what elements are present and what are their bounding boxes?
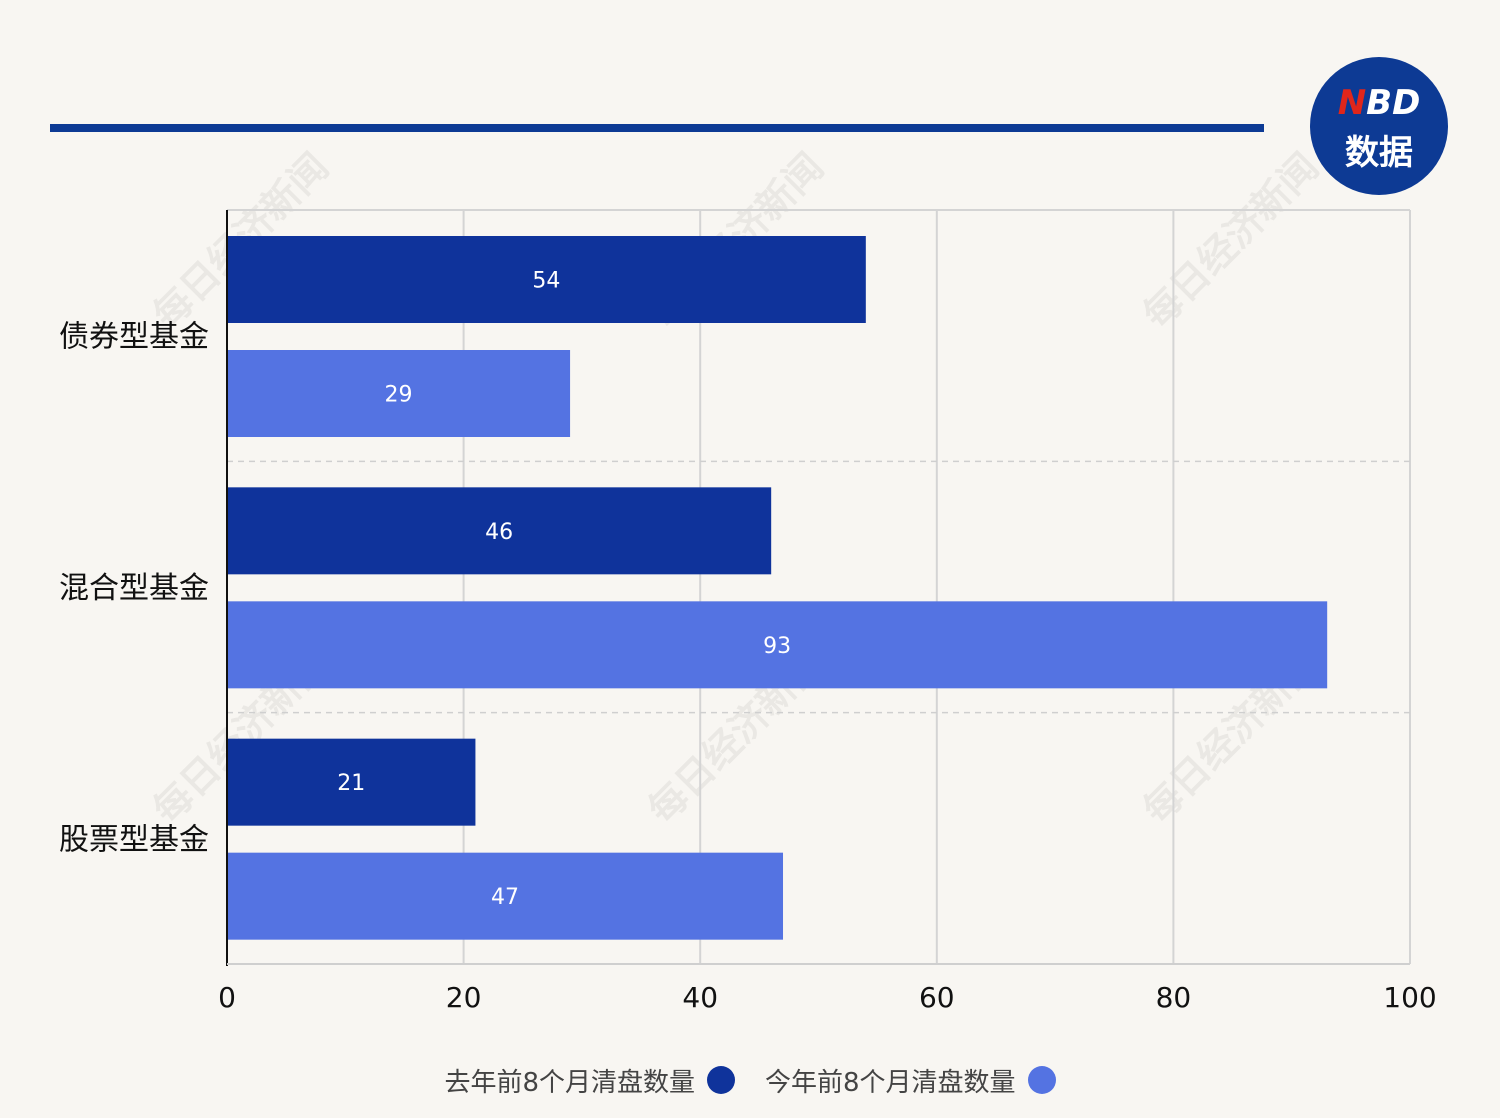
logo-text-nbd: NBD — [1337, 83, 1421, 123]
bar-last-year-0 — [227, 236, 866, 323]
bar-value-label: 21 — [337, 771, 365, 796]
bar-this-year-1 — [227, 601, 1328, 689]
legend-swatch-this-year — [1027, 1066, 1056, 1094]
bar-value-label: 47 — [491, 885, 519, 910]
legend: 去年前8个月清盘数量 今年前8个月清盘数量 — [0, 1060, 1500, 1100]
legend-label-last-year: 去年前8个月清盘数量 — [444, 1067, 695, 1098]
logo-text-data: 数据 — [1345, 133, 1413, 173]
bar-value-label: 54 — [532, 269, 560, 294]
legend-swatch-last-year — [707, 1066, 735, 1094]
category-label: 股票型基金 — [59, 822, 209, 857]
x-tick-label: 40 — [682, 981, 718, 1014]
header-rule — [50, 124, 1264, 132]
bar-value-label: 29 — [385, 383, 413, 408]
legend-item-last-year: 去年前8个月清盘数量 — [444, 1062, 735, 1099]
x-tick-label: 60 — [919, 981, 955, 1014]
x-tick-label: 0 — [218, 981, 236, 1014]
bar-this-year-2 — [227, 852, 784, 940]
bar-this-year-0 — [227, 350, 571, 437]
legend-label-this-year: 今年前8个月清盘数量 — [765, 1067, 1016, 1098]
x-tick-label: 80 — [1156, 981, 1192, 1014]
category-label: 混合型基金 — [59, 571, 209, 606]
grid-lines — [227, 209, 1411, 964]
bar-last-year-2 — [227, 738, 476, 826]
bar-value-label: 46 — [485, 520, 513, 545]
watermark-text: 每日经济新闻 — [1135, 145, 1327, 337]
x-tick-label: 100 — [1383, 981, 1436, 1014]
nbd-logo: NBD 数据 — [1310, 57, 1448, 195]
bars: 54 29 46 93 21 47 — [227, 236, 1328, 940]
bar-value-label: 93 — [763, 634, 791, 659]
category-label: 债券型基金 — [59, 320, 209, 355]
bar-last-year-1 — [227, 487, 772, 575]
x-tick-label: 20 — [446, 981, 482, 1014]
legend-item-this-year: 今年前8个月清盘数量 — [765, 1062, 1056, 1099]
